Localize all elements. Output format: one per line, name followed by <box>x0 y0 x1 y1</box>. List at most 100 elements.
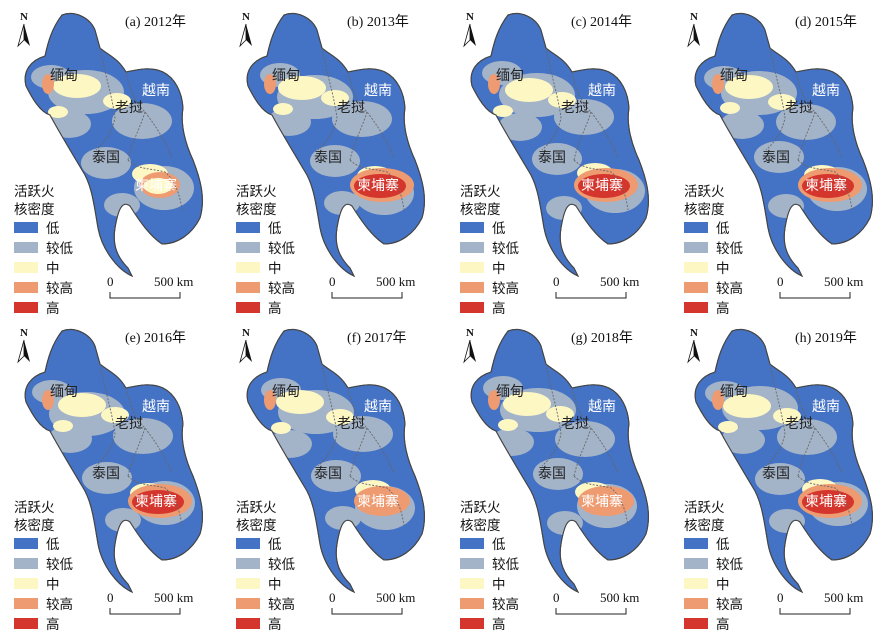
cambodia-hotspot <box>354 174 406 198</box>
legend-label-low: 低 <box>716 537 730 552</box>
density-patch-mid <box>48 106 68 118</box>
legend-label-mid-high: 较高 <box>46 596 73 612</box>
density-patch-mid <box>505 78 553 102</box>
legend-title-line1: 活跃火 <box>460 184 501 199</box>
north-arrow-half-light <box>17 339 25 364</box>
country-label-cambodia: 柬埔寨 <box>135 493 177 510</box>
legend-label-mid-low: 较低 <box>268 241 295 256</box>
country-border <box>317 47 338 151</box>
country-label-myanmar: 缅甸 <box>50 68 78 84</box>
legend-label-high: 高 <box>268 616 282 632</box>
country-border <box>347 387 395 475</box>
legend-label-low: 低 <box>492 221 506 236</box>
density-patch-mid-low <box>754 141 804 173</box>
legend-label-low: 低 <box>268 537 282 552</box>
panel-label: (h) 2019年 <box>795 330 857 346</box>
legend-swatch-mid-low <box>236 558 260 569</box>
coastline <box>246 328 425 594</box>
legend-swatch-mid <box>236 578 260 589</box>
scale-bar: 0 500 km <box>107 274 193 299</box>
country-label-vietnam: 越南 <box>812 83 840 99</box>
legend-title-line2: 核密度 <box>236 517 277 533</box>
country-label-myanmar: 缅甸 <box>50 384 78 400</box>
legend-label-high: 高 <box>46 300 60 316</box>
density-patch-mid-low <box>81 147 131 179</box>
scale-bar-line <box>779 608 851 615</box>
north-arrow-half-light <box>239 339 247 364</box>
country-label-vietnam: 越南 <box>364 399 392 415</box>
north-label: N <box>690 11 698 23</box>
legend-label-mid-high: 较高 <box>492 596 519 612</box>
scale-end: 500 km <box>600 274 639 289</box>
legend-swatch-mid <box>14 578 38 589</box>
country-label-vietnam: 越南 <box>588 83 616 99</box>
country-border <box>797 427 816 477</box>
north-label: N <box>466 327 474 339</box>
legend-title-line1: 活跃火 <box>236 500 277 515</box>
cambodia-hotspot <box>578 174 630 198</box>
country-border <box>95 363 116 467</box>
legend-swatch-high <box>236 618 260 629</box>
legend-label-high: 高 <box>716 616 730 632</box>
density-patch-mid-low <box>533 458 583 490</box>
scale-start: 0 <box>553 590 560 605</box>
country-label-myanmar: 缅甸 <box>720 68 748 84</box>
density-patch-mid-low <box>555 421 615 457</box>
density-patch-mid-high <box>712 74 724 94</box>
country-border <box>573 475 629 527</box>
legend-label-mid-low: 较低 <box>492 241 520 256</box>
density-patch-mid-low <box>332 101 392 137</box>
country-border <box>125 387 173 475</box>
cambodia-hotspot <box>582 492 626 512</box>
country-label-thailand: 泰国 <box>314 466 342 482</box>
panel-label: (d) 2015年 <box>795 14 857 30</box>
legend-swatch-mid <box>460 578 484 589</box>
north-arrow-icon: N <box>463 11 476 48</box>
country-label-laos: 老挝 <box>785 100 813 116</box>
country-label-cambodia: 柬埔寨 <box>357 493 399 510</box>
country-border <box>127 475 183 527</box>
country-border <box>349 475 405 527</box>
country-border <box>349 159 405 211</box>
density-patch-mid <box>58 393 106 417</box>
legend-label-mid: 中 <box>716 261 730 276</box>
north-arrow-icon: N <box>239 327 252 364</box>
density-patch-mid-low <box>776 104 836 140</box>
legend-swatch-mid-low <box>460 558 484 569</box>
country-border <box>571 387 619 475</box>
density-patch-mid <box>101 407 129 423</box>
density-surface <box>32 380 195 532</box>
country-label-cambodia: 柬埔寨 <box>805 493 847 510</box>
country-border <box>797 159 853 211</box>
density-patch-mid-low <box>268 430 312 458</box>
north-arrow-half-dark <box>470 340 476 362</box>
legend-label-mid: 中 <box>268 577 282 592</box>
scale-end: 500 km <box>824 274 863 289</box>
north-label: N <box>690 327 698 339</box>
legend-title-line1: 活跃火 <box>684 184 725 199</box>
density-patch-mid <box>271 422 291 434</box>
north-arrow-half-light <box>239 23 247 48</box>
legend-label-mid-low: 较低 <box>716 241 744 256</box>
scale-start: 0 <box>777 590 784 605</box>
density-patch-mid-high <box>264 390 276 410</box>
density-patch-mid <box>720 102 740 114</box>
country-border <box>795 71 843 159</box>
legend-label-high: 高 <box>268 300 282 316</box>
north-arrow-icon: N <box>687 11 700 48</box>
legend-swatch-high <box>14 618 38 629</box>
density-patch-mid-high <box>42 390 54 410</box>
coastline <box>694 328 873 594</box>
scale-bar: 0 500 km <box>553 274 639 299</box>
scale-bar: 0 500 km <box>777 274 863 299</box>
country-border <box>797 475 853 527</box>
country-label-thailand: 泰国 <box>538 150 566 166</box>
density-patch-mid-low <box>547 511 583 535</box>
legend-swatch-mid <box>684 262 708 273</box>
legend-label-mid-high: 较高 <box>268 280 295 296</box>
density-patch-mid <box>53 420 73 432</box>
